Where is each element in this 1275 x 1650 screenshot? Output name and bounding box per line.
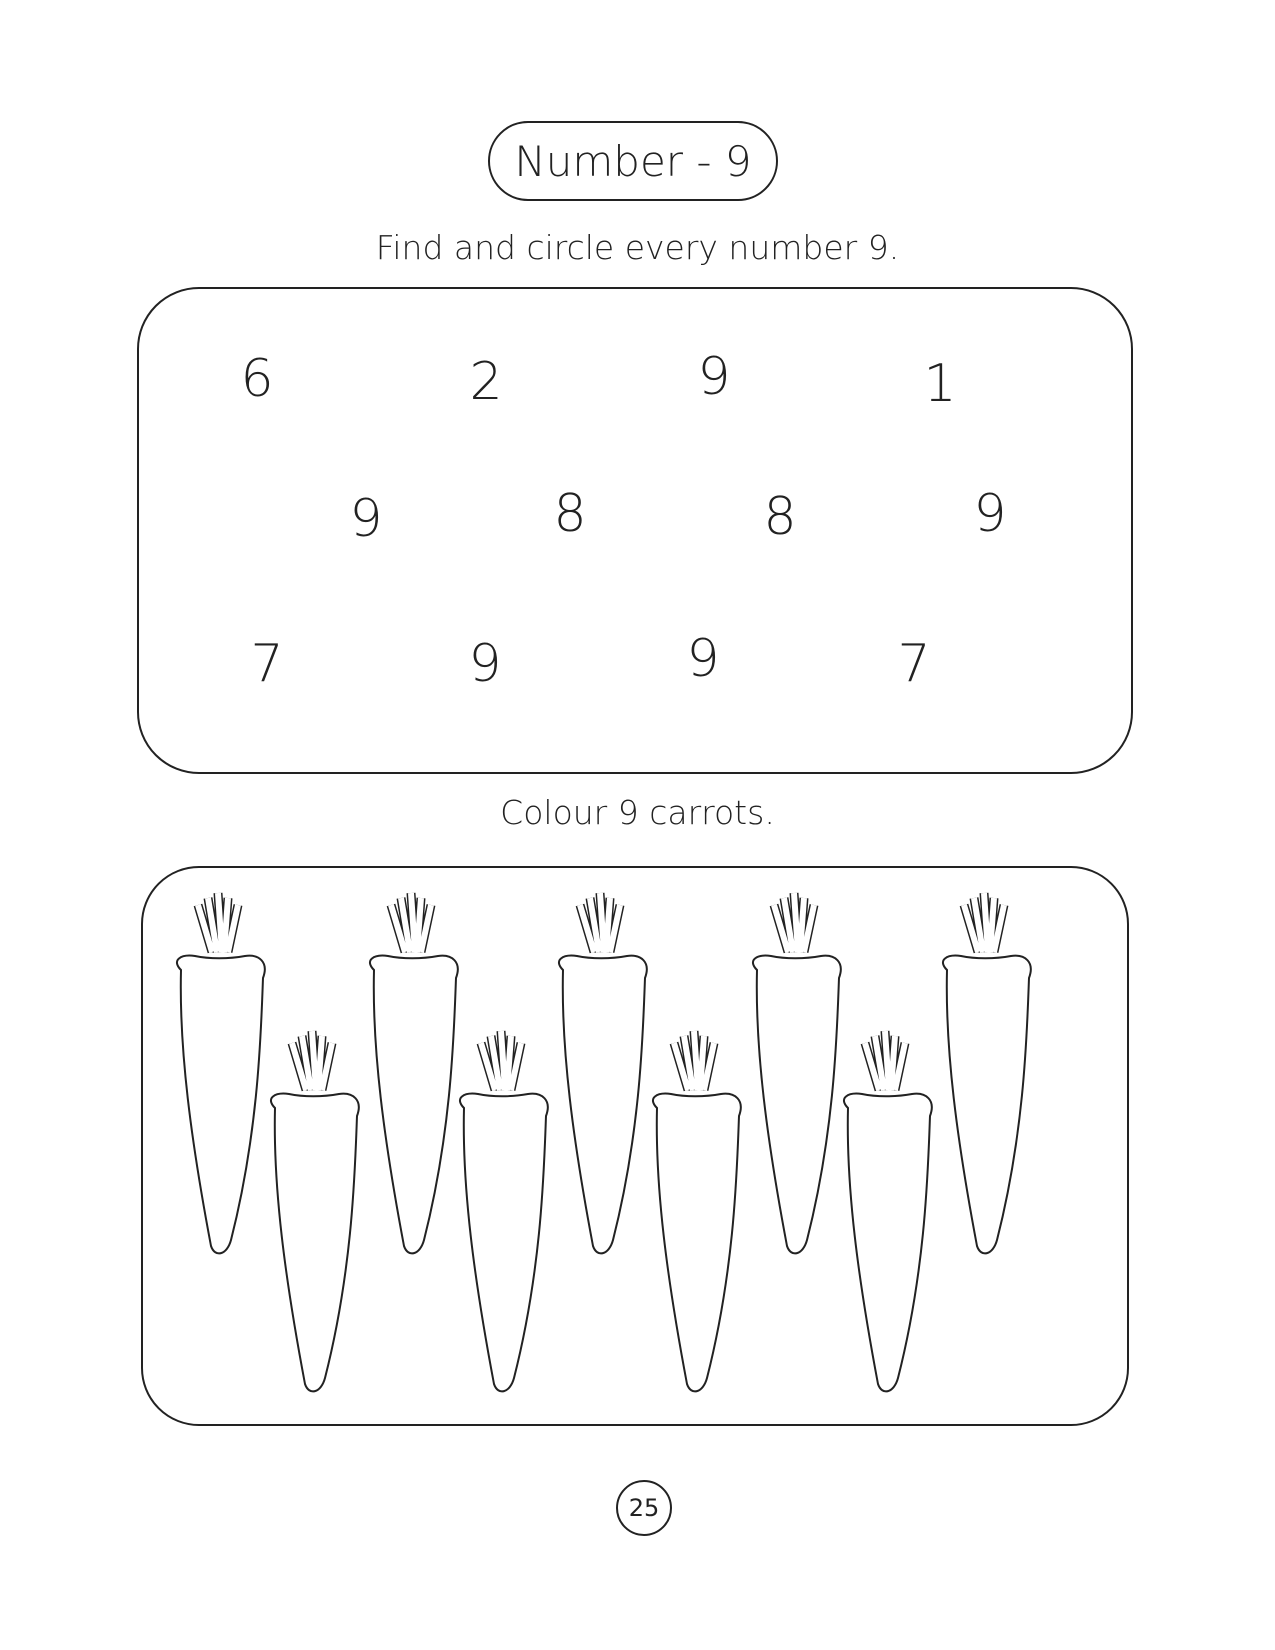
number-item[interactable]: 9: [686, 629, 720, 689]
carrot-drawing[interactable]: [653, 1031, 741, 1391]
number-item[interactable]: 9: [468, 634, 502, 694]
number-item[interactable]: 8: [553, 484, 587, 544]
page-number: 25: [616, 1480, 672, 1536]
number-item[interactable]: 7: [250, 634, 284, 694]
number-item[interactable]: 7: [897, 634, 931, 694]
carrot-drawing[interactable]: [177, 893, 265, 1253]
number-search-box: 6 2 9 1 9 8 8 9 7 9 9 7: [137, 287, 1133, 774]
page-number-text: 25: [628, 1494, 660, 1522]
worksheet-title: Number - 9: [488, 121, 778, 201]
number-item[interactable]: 1: [923, 354, 957, 414]
carrot-drawing[interactable]: [559, 893, 647, 1253]
number-item[interactable]: 8: [763, 487, 797, 547]
colour-instruction: Colour 9 carrots.: [500, 793, 775, 832]
number-item[interactable]: 6: [240, 349, 274, 409]
carrot-drawing[interactable]: [753, 893, 841, 1253]
find-instruction: Find and circle every number 9.: [375, 228, 900, 267]
worksheet-title-text: Number - 9: [514, 136, 752, 186]
carrot-field: [143, 868, 1131, 1428]
number-item[interactable]: 9: [973, 484, 1007, 544]
carrot-colouring-box: [141, 866, 1129, 1426]
carrot-drawing[interactable]: [370, 893, 458, 1253]
number-item[interactable]: 9: [697, 347, 731, 407]
carrot-drawing[interactable]: [271, 1031, 359, 1391]
carrot-drawing[interactable]: [460, 1031, 548, 1391]
number-item[interactable]: 2: [469, 352, 503, 412]
number-item[interactable]: 9: [349, 489, 383, 549]
carrot-drawing[interactable]: [943, 893, 1031, 1253]
carrot-drawing[interactable]: [844, 1031, 932, 1391]
